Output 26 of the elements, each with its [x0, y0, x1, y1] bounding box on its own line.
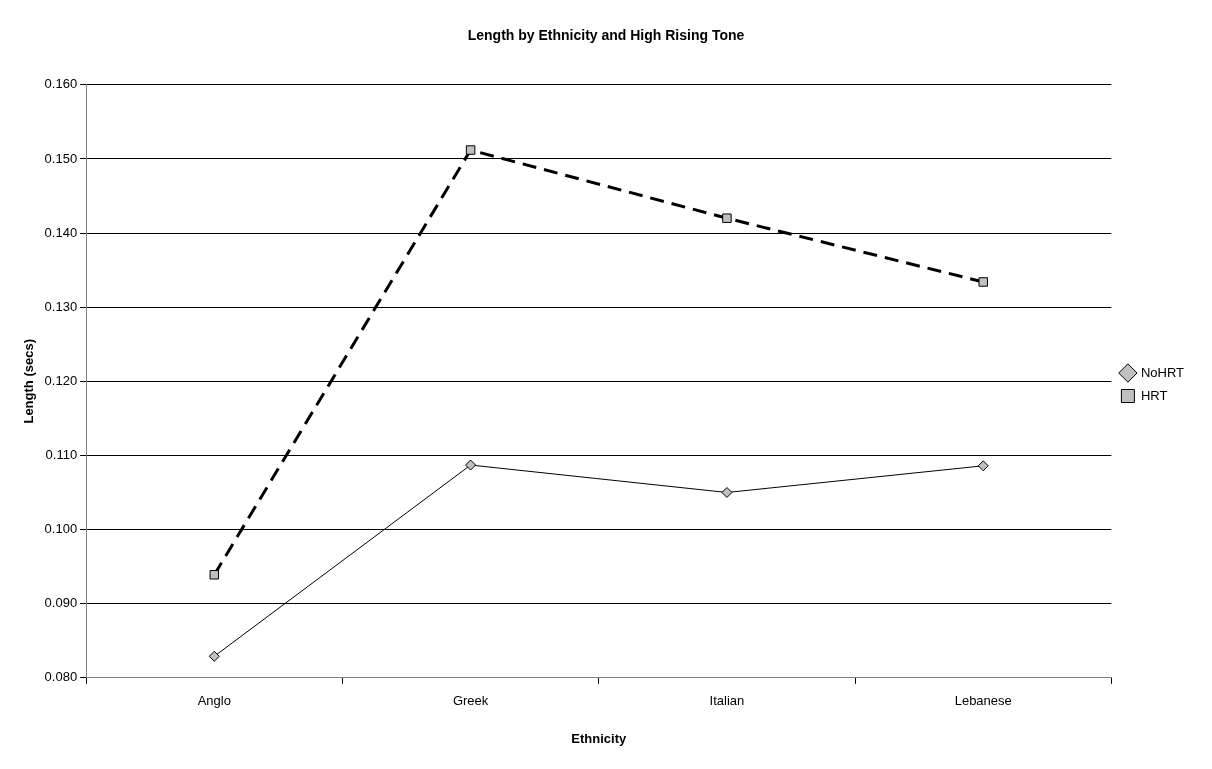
y-tick-label: 0.140: [44, 224, 78, 240]
legend-label: NoHRT: [1140, 364, 1185, 380]
x-tick-label: Lebanese: [954, 693, 1012, 709]
x-tick-label: Anglo: [197, 693, 231, 709]
point: [978, 277, 988, 287]
point: [465, 145, 476, 155]
y-tick-label: 0.160: [44, 76, 78, 92]
point: [977, 460, 989, 472]
point: [208, 650, 220, 662]
y-tick-label: 0.100: [44, 521, 78, 537]
legend-label: HRT: [1140, 387, 1168, 403]
y-tick-label: 0.110: [45, 447, 78, 462]
y-tick-label: 0.090: [44, 595, 78, 611]
x-tick-label: Italian: [709, 693, 745, 709]
y-tick-label: 0.120: [44, 372, 78, 388]
y-tick-label: 0.150: [44, 150, 78, 166]
x-tick-label: Greek: [452, 693, 489, 709]
y-tick-label: 0.130: [44, 298, 78, 314]
point: [722, 213, 732, 223]
point: [465, 459, 477, 471]
point: [721, 486, 733, 498]
y-axis-title: Length (secs): [21, 339, 37, 424]
chart-title: Length by Ethnicity and High Rising Tone: [467, 27, 745, 44]
x-axis-title: Ethnicity: [571, 730, 627, 746]
point: [209, 570, 220, 580]
y-tick-label: 0.080: [44, 669, 78, 685]
